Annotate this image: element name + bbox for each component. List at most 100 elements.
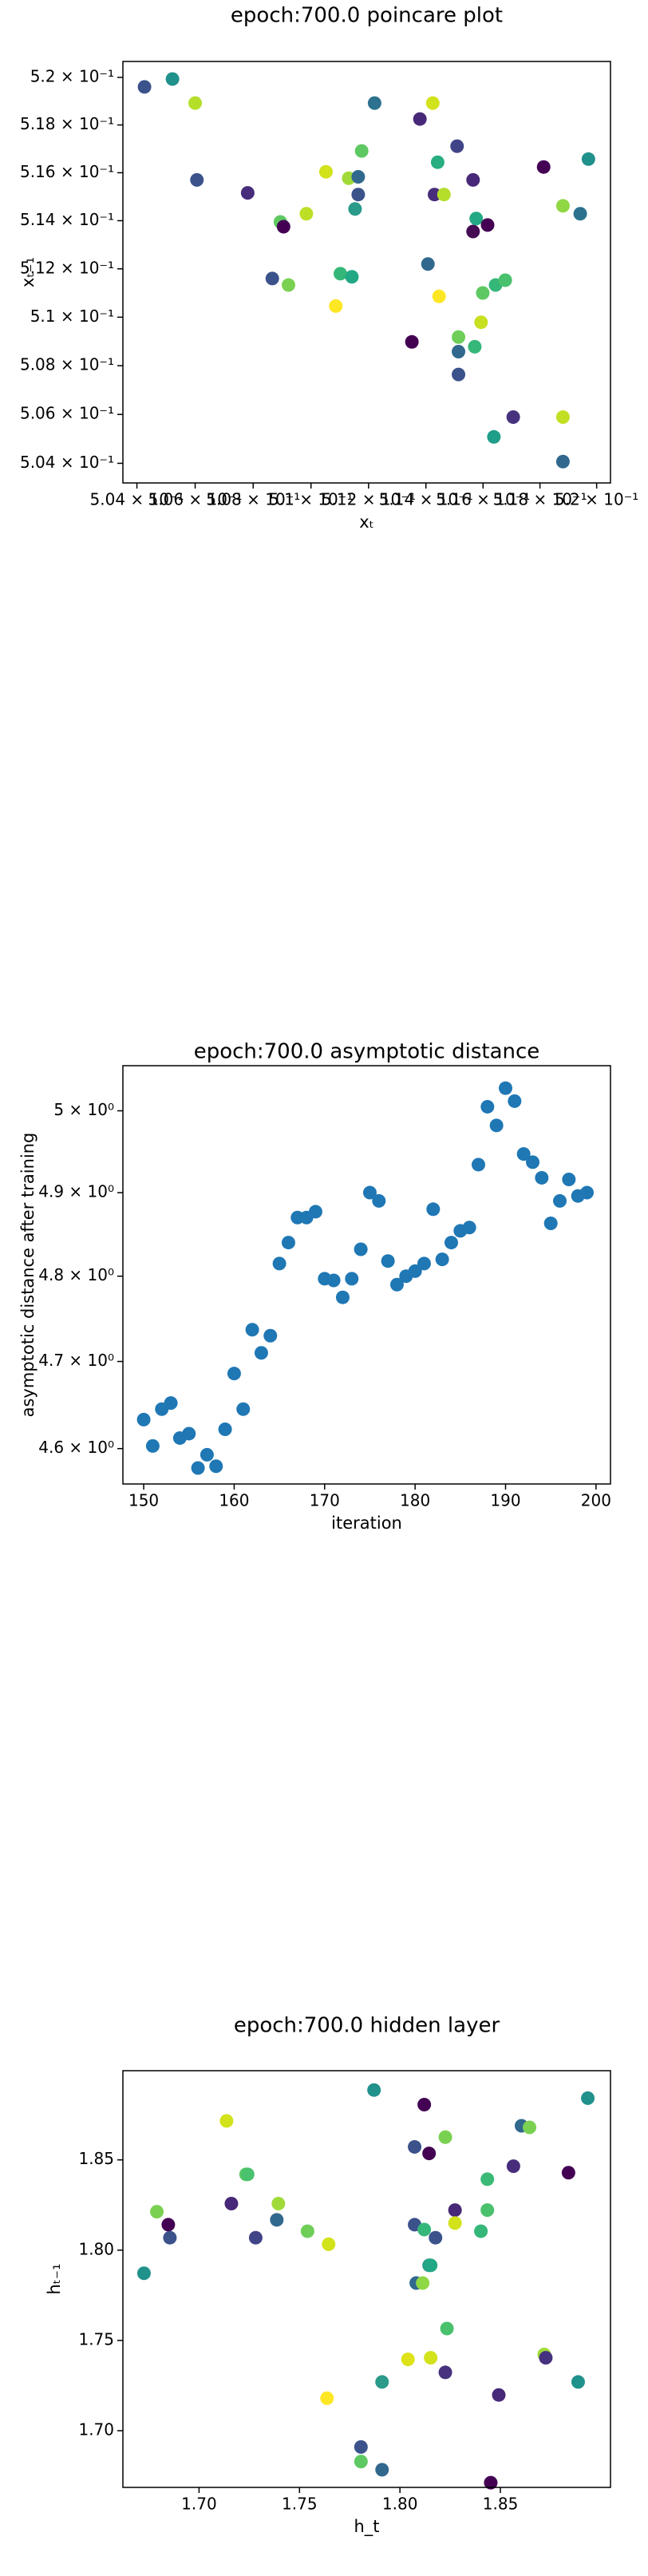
point — [581, 152, 595, 166]
point — [484, 2475, 498, 2490]
point — [555, 410, 570, 425]
point — [506, 410, 520, 425]
y-tick-label: 1.70 — [78, 2420, 114, 2439]
point — [281, 1236, 295, 1250]
point — [417, 1256, 431, 1271]
x-tick-label: 1.85 — [483, 2495, 519, 2514]
point — [499, 1081, 513, 1095]
point — [535, 1170, 549, 1185]
x-tick-label: 5.08 × 10⁻¹ — [206, 490, 300, 509]
point — [308, 1205, 322, 1219]
point — [136, 2266, 151, 2281]
point — [281, 278, 295, 292]
point — [372, 1193, 386, 1208]
point — [452, 330, 466, 344]
point — [474, 315, 488, 330]
x-tick-label: 5.06 × 10⁻¹ — [148, 490, 243, 509]
point — [236, 1402, 251, 1416]
point — [245, 1323, 259, 1337]
point — [466, 172, 480, 187]
point — [224, 2196, 239, 2210]
y-tick-label: 1.85 — [78, 2149, 114, 2168]
x-tick-label: 5.18 × 10⁻¹ — [493, 490, 587, 509]
point — [345, 1272, 359, 1286]
y-tick-label: 5.16 × 10⁻¹ — [20, 162, 114, 181]
point — [367, 96, 381, 110]
point — [136, 1412, 151, 1426]
point — [164, 1396, 178, 1411]
point — [489, 1118, 504, 1133]
y-tick-label: 5.2 × 10⁻¹ — [30, 66, 114, 85]
point — [165, 72, 180, 86]
y-tick-label: 5 × 10⁰ — [53, 1100, 114, 1119]
point — [182, 1426, 196, 1441]
point — [405, 334, 419, 349]
y-tick-label: 4.8 × 10⁰ — [38, 1265, 114, 1284]
point — [150, 2205, 164, 2219]
point — [408, 1264, 422, 1278]
point — [468, 339, 482, 354]
point — [437, 188, 451, 202]
point — [462, 1221, 476, 1235]
y-tick-label: 5.06 × 10⁻¹ — [20, 404, 114, 423]
x-tick-label: 5.1 × 10⁻¹ — [269, 490, 353, 509]
point — [561, 2166, 575, 2180]
point — [562, 1173, 576, 1187]
point — [318, 164, 333, 179]
point — [526, 1155, 540, 1169]
point — [417, 2098, 432, 2112]
point — [539, 2351, 553, 2365]
y-tick-label: 5.1 × 10⁻¹ — [30, 307, 114, 326]
point — [553, 1193, 567, 1208]
point — [335, 1290, 350, 1304]
point — [270, 2213, 284, 2227]
point — [421, 257, 435, 271]
point — [466, 224, 480, 239]
x-tick-label: 190 — [490, 1491, 520, 1510]
point — [354, 1242, 368, 1256]
point — [367, 2083, 381, 2097]
point — [271, 2196, 286, 2210]
point — [351, 169, 365, 184]
point — [450, 139, 464, 153]
point — [438, 2365, 452, 2380]
point — [422, 2147, 437, 2161]
point — [254, 1346, 268, 1360]
point — [299, 207, 314, 221]
point — [161, 2218, 176, 2232]
point — [416, 2276, 430, 2290]
y-tick-label: 1.80 — [78, 2239, 114, 2258]
y-tick-label: 5.08 × 10⁻¹ — [20, 355, 114, 374]
point — [573, 207, 587, 221]
y-tick-label: 4.6 × 10⁰ — [38, 1438, 114, 1457]
point — [219, 2114, 234, 2128]
point — [381, 1254, 395, 1268]
point — [375, 2463, 389, 2477]
point — [354, 144, 369, 158]
point — [523, 2120, 537, 2135]
point — [227, 1367, 241, 1381]
point — [345, 270, 359, 284]
point — [432, 289, 446, 303]
point — [580, 1185, 595, 1200]
point — [474, 2224, 488, 2238]
point — [145, 1438, 160, 1453]
point — [401, 2352, 415, 2367]
x-tick-label: 200 — [581, 1491, 611, 1510]
chart-title: epoch:700.0 poincare plot — [231, 4, 503, 28]
point — [438, 2130, 452, 2144]
y-tick-label: 5.14 × 10⁻¹ — [20, 210, 114, 229]
point — [354, 2455, 368, 2469]
point — [334, 267, 348, 281]
y-tick-label: 4.9 × 10⁰ — [38, 1182, 114, 1201]
point — [506, 2159, 520, 2174]
point — [322, 2237, 336, 2251]
point — [536, 160, 551, 174]
point — [543, 1217, 558, 1231]
point — [471, 1157, 485, 1172]
point — [571, 2375, 585, 2389]
x-tick-label: 180 — [400, 1491, 430, 1510]
point — [265, 271, 279, 286]
